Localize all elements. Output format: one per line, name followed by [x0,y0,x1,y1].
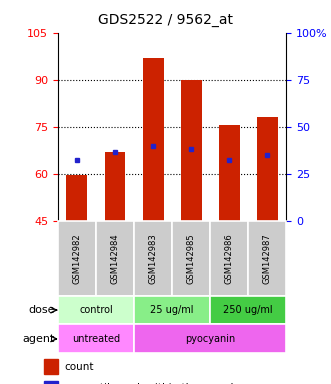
Text: control: control [79,305,113,315]
Bar [248,221,286,296]
Text: count: count [64,362,94,372]
Bar [134,221,172,296]
Bar [44,381,58,384]
Text: GSM142982: GSM142982 [72,233,81,283]
Text: 250 ug/ml: 250 ug/ml [223,305,273,315]
Bar [134,296,210,324]
Bar [210,221,248,296]
Bar [143,58,164,221]
Text: agent: agent [22,334,55,344]
Text: GSM142986: GSM142986 [225,233,234,284]
Bar [134,324,286,353]
Text: 25 ug/ml: 25 ug/ml [150,305,194,315]
Text: GSM142985: GSM142985 [187,233,196,283]
Bar [105,152,125,221]
Bar [67,175,87,221]
Bar [219,125,240,221]
Text: GSM142984: GSM142984 [111,233,119,283]
Text: GSM142987: GSM142987 [263,233,272,284]
Text: untreated: untreated [72,334,120,344]
Text: GDS2522 / 9562_at: GDS2522 / 9562_at [98,13,233,27]
Bar [181,79,202,221]
Text: GSM142983: GSM142983 [149,233,158,284]
Bar [172,221,210,296]
Bar [96,221,134,296]
Text: pyocyanin: pyocyanin [185,334,235,344]
Text: percentile rank within the sample: percentile rank within the sample [64,383,240,384]
Text: dose: dose [28,305,55,315]
Bar [58,296,134,324]
Bar [58,221,96,296]
Bar [44,359,58,374]
Bar [257,117,278,221]
Bar [58,324,134,353]
Bar [210,296,286,324]
